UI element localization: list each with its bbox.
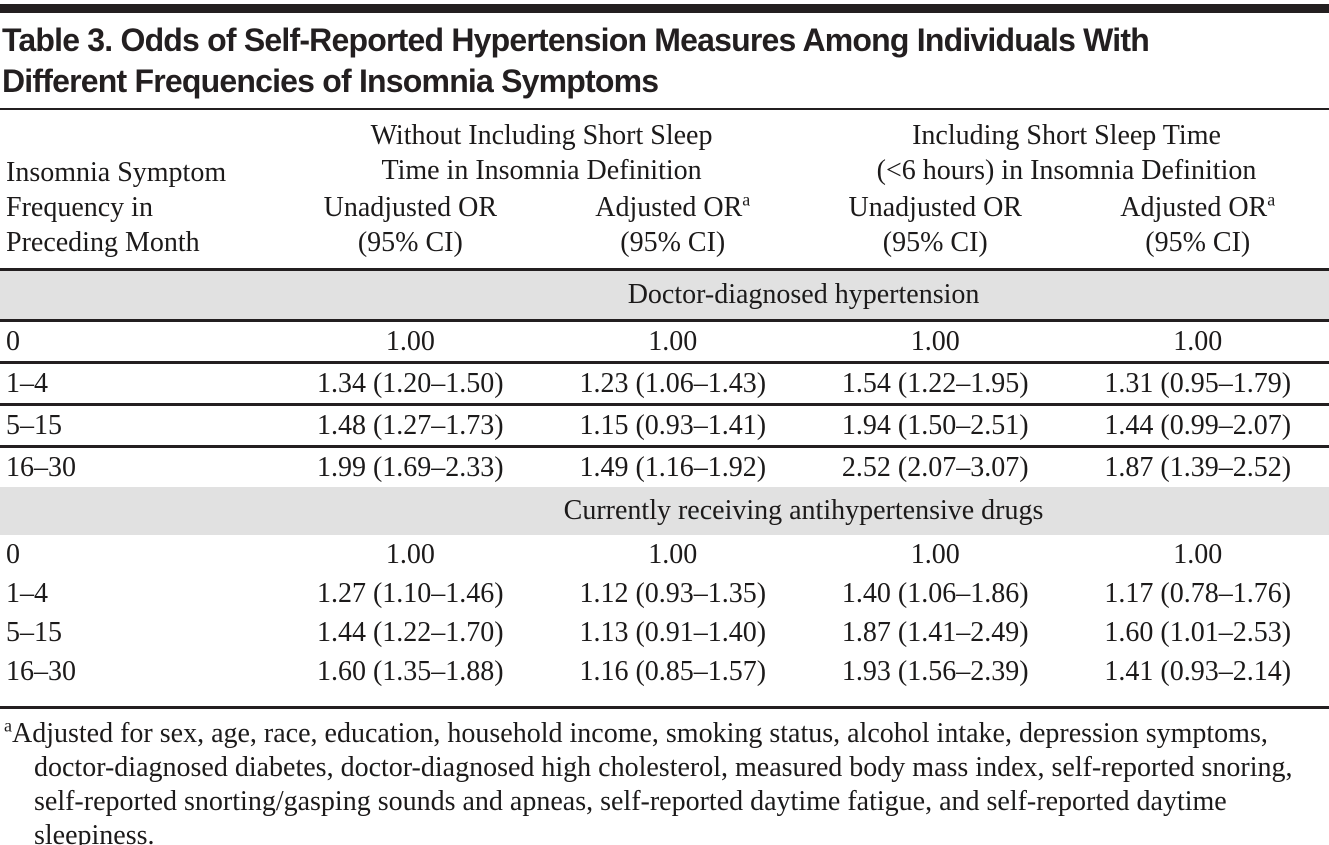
table-row: 0 1.00 1.00 1.00 1.00 bbox=[0, 319, 1329, 363]
column-header-unadjusted-2: Unadjusted OR (95% CI) bbox=[804, 189, 1066, 270]
section-header: Currently receiving antihypertensive dru… bbox=[0, 487, 1329, 535]
table-row: 0 1.00 1.00 1.00 1.00 bbox=[0, 535, 1329, 574]
cell: 1.00 bbox=[1066, 319, 1329, 363]
cell: 1.00 bbox=[648, 538, 698, 570]
column-header-adjusted-1: Adjusted ORa (95% CI) bbox=[542, 189, 804, 270]
row-label: 5–15 bbox=[6, 616, 62, 648]
column-header-ci: (95% CI) bbox=[357, 227, 463, 258]
group-header-without-short-sleep: Without Including Short Sleep Time in In… bbox=[370, 120, 713, 186]
cell: 1.60 (1.35–1.88) bbox=[316, 655, 504, 687]
column-header-ci: (95% CI) bbox=[1145, 227, 1251, 258]
row-label: 16–30 bbox=[0, 445, 280, 487]
cell: 1.87 (1.39–2.52) bbox=[1066, 445, 1329, 487]
table-footnote: aAdjusted for sex, age, race, education,… bbox=[0, 706, 1329, 845]
odds-table: Insomnia Symptom Frequency in Preceding … bbox=[0, 110, 1329, 706]
footnote-marker-icon: a bbox=[4, 715, 12, 736]
cell: 1.48 (1.27–1.73) bbox=[279, 403, 542, 447]
column-header-unadjusted-1: Unadjusted OR (95% CI) bbox=[279, 189, 541, 270]
column-header-ci: (95% CI) bbox=[620, 227, 726, 258]
stub-column-header: Insomnia Symptom Frequency in Preceding … bbox=[6, 157, 227, 258]
cell: 1.00 bbox=[910, 538, 960, 570]
cell: 1.99 (1.69–2.33) bbox=[279, 445, 542, 487]
cell: 1.27 (1.10–1.46) bbox=[316, 577, 504, 609]
section-band: Doctor-diagnosed hypertension bbox=[0, 268, 1329, 321]
cell: 1.00 bbox=[541, 319, 805, 363]
row-label: 16–30 bbox=[6, 655, 76, 687]
cell: 1.00 bbox=[279, 319, 542, 363]
section-band: Currently receiving antihypertensive dru… bbox=[0, 487, 1329, 535]
table-header: Insomnia Symptom Frequency in Preceding … bbox=[0, 110, 1329, 270]
cell: 1.16 (0.85–1.57) bbox=[579, 655, 767, 687]
cell: 1.49 (1.16–1.92) bbox=[541, 445, 805, 487]
column-header-label: Adjusted ORa bbox=[595, 189, 751, 223]
section-doctor-diagnosed: Doctor-diagnosed hypertension 0 1.00 1.0… bbox=[0, 268, 1329, 487]
column-header-label: Unadjusted OR bbox=[848, 192, 1022, 223]
cell: 1.93 (1.56–2.39) bbox=[841, 655, 1029, 687]
cell: 1.87 (1.41–2.49) bbox=[841, 616, 1029, 648]
cell: 1.00 bbox=[385, 538, 435, 570]
footnote-marker-icon: a bbox=[1267, 189, 1276, 210]
cell: 1.40 (1.06–1.86) bbox=[841, 577, 1029, 609]
column-header-adjusted-2: Adjusted ORa (95% CI) bbox=[1066, 189, 1329, 270]
section-antihypertensive-drugs: Currently receiving antihypertensive dru… bbox=[0, 487, 1329, 706]
table-row: 5–15 1.48 (1.27–1.73) 1.15 (0.93–1.41) 1… bbox=[0, 403, 1329, 447]
table-row: 16–30 1.99 (1.69–2.33) 1.49 (1.16–1.92) … bbox=[0, 445, 1329, 487]
cell: 1.31 (0.95–1.79) bbox=[1066, 361, 1329, 405]
cell: 1.13 (0.91–1.40) bbox=[579, 616, 767, 648]
cell: 1.41 (0.93–2.14) bbox=[1104, 655, 1292, 687]
table-row: 1–4 1.27 (1.10–1.46) 1.12 (0.93–1.35) 1.… bbox=[0, 574, 1329, 613]
section-header: Doctor-diagnosed hypertension bbox=[0, 268, 1329, 321]
cell: 2.52 (2.07–3.07) bbox=[804, 445, 1067, 487]
cell: 1.12 (0.93–1.35) bbox=[579, 577, 767, 609]
footnote-text: Adjusted for sex, age, race, education, … bbox=[12, 718, 1293, 845]
table-row: 16–30 1.60 (1.35–1.88) 1.16 (0.85–1.57) … bbox=[0, 652, 1329, 706]
row-label: 0 bbox=[0, 319, 280, 363]
row-label: 5–15 bbox=[0, 403, 280, 447]
cell: 1.23 (1.06–1.43) bbox=[541, 361, 805, 405]
cell: 1.00 bbox=[1173, 538, 1223, 570]
footnote-marker-icon: a bbox=[742, 189, 751, 210]
cell: 1.60 (1.01–2.53) bbox=[1104, 616, 1292, 648]
table-row: 1–4 1.34 (1.20–1.50) 1.23 (1.06–1.43) 1.… bbox=[0, 361, 1329, 405]
column-header-label: Unadjusted OR bbox=[323, 192, 498, 223]
cell: 1.17 (0.78–1.76) bbox=[1104, 577, 1292, 609]
table-title: Table 3. Odds of Self-Reported Hypertens… bbox=[0, 13, 1329, 110]
row-label: 1–4 bbox=[6, 577, 48, 609]
cell: 1.54 (1.22–1.95) bbox=[804, 361, 1067, 405]
cell: 1.15 (0.93–1.41) bbox=[541, 403, 805, 447]
table-row: 5–15 1.44 (1.22–1.70) 1.13 (0.91–1.40) 1… bbox=[0, 613, 1329, 652]
cell: 1.00 bbox=[804, 319, 1067, 363]
cell: 1.44 (1.22–1.70) bbox=[316, 616, 504, 648]
group-header-including-short-sleep: Including Short Sleep Time (<6 hours) in… bbox=[876, 120, 1257, 186]
column-header-ci: (95% CI) bbox=[882, 227, 988, 258]
cell: 1.94 (1.50–2.51) bbox=[804, 403, 1067, 447]
cell: 1.44 (0.99–2.07) bbox=[1066, 403, 1329, 447]
row-label: 1–4 bbox=[0, 361, 280, 405]
cell: 1.34 (1.20–1.50) bbox=[279, 361, 542, 405]
column-header-label: Adjusted ORa bbox=[1120, 189, 1276, 223]
row-label: 0 bbox=[6, 538, 20, 570]
top-rule bbox=[0, 4, 1329, 13]
